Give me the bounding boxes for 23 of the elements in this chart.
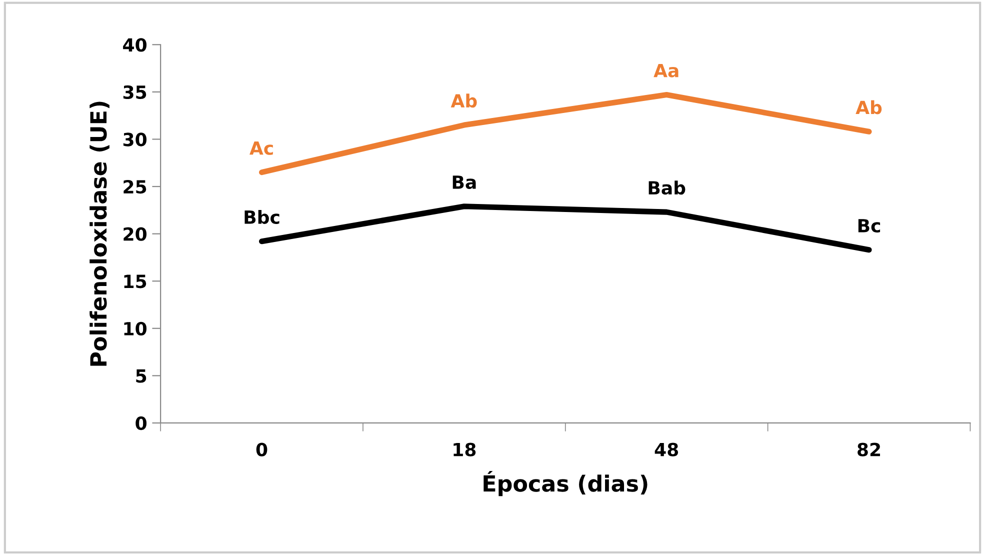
y-tick-label: 40 <box>123 38 146 52</box>
data-label: Ba <box>452 176 476 189</box>
x-tick-label: 48 <box>654 442 678 456</box>
data-label: Bbc <box>244 210 280 224</box>
x-axis-title: Épocas (dias) <box>484 470 648 496</box>
data-label: Ab <box>450 94 477 108</box>
y-axis-title: Polifenoloxidase (UE) <box>90 102 110 366</box>
y-tick-label: 15 <box>124 274 146 288</box>
data-label: Bc <box>858 219 880 232</box>
data-label: Aa <box>654 64 678 78</box>
y-tick-label: 30 <box>123 132 146 146</box>
x-tick-label: 18 <box>454 442 476 456</box>
x-tick-label: 0 <box>256 442 268 456</box>
y-tick-label: 25 <box>124 180 146 194</box>
x-tick-label: 82 <box>858 442 880 456</box>
data-label: Ab <box>856 100 882 114</box>
y-tick-label: 20 <box>124 227 146 241</box>
data-label: Ac <box>250 142 273 155</box>
y-tick-label: 5 <box>136 369 146 383</box>
y-tick-label: 10 <box>124 322 146 336</box>
data-label: Bab <box>648 180 686 195</box>
y-tick-label: 0 <box>136 416 146 430</box>
y-tick-label: 35 <box>123 85 146 100</box>
